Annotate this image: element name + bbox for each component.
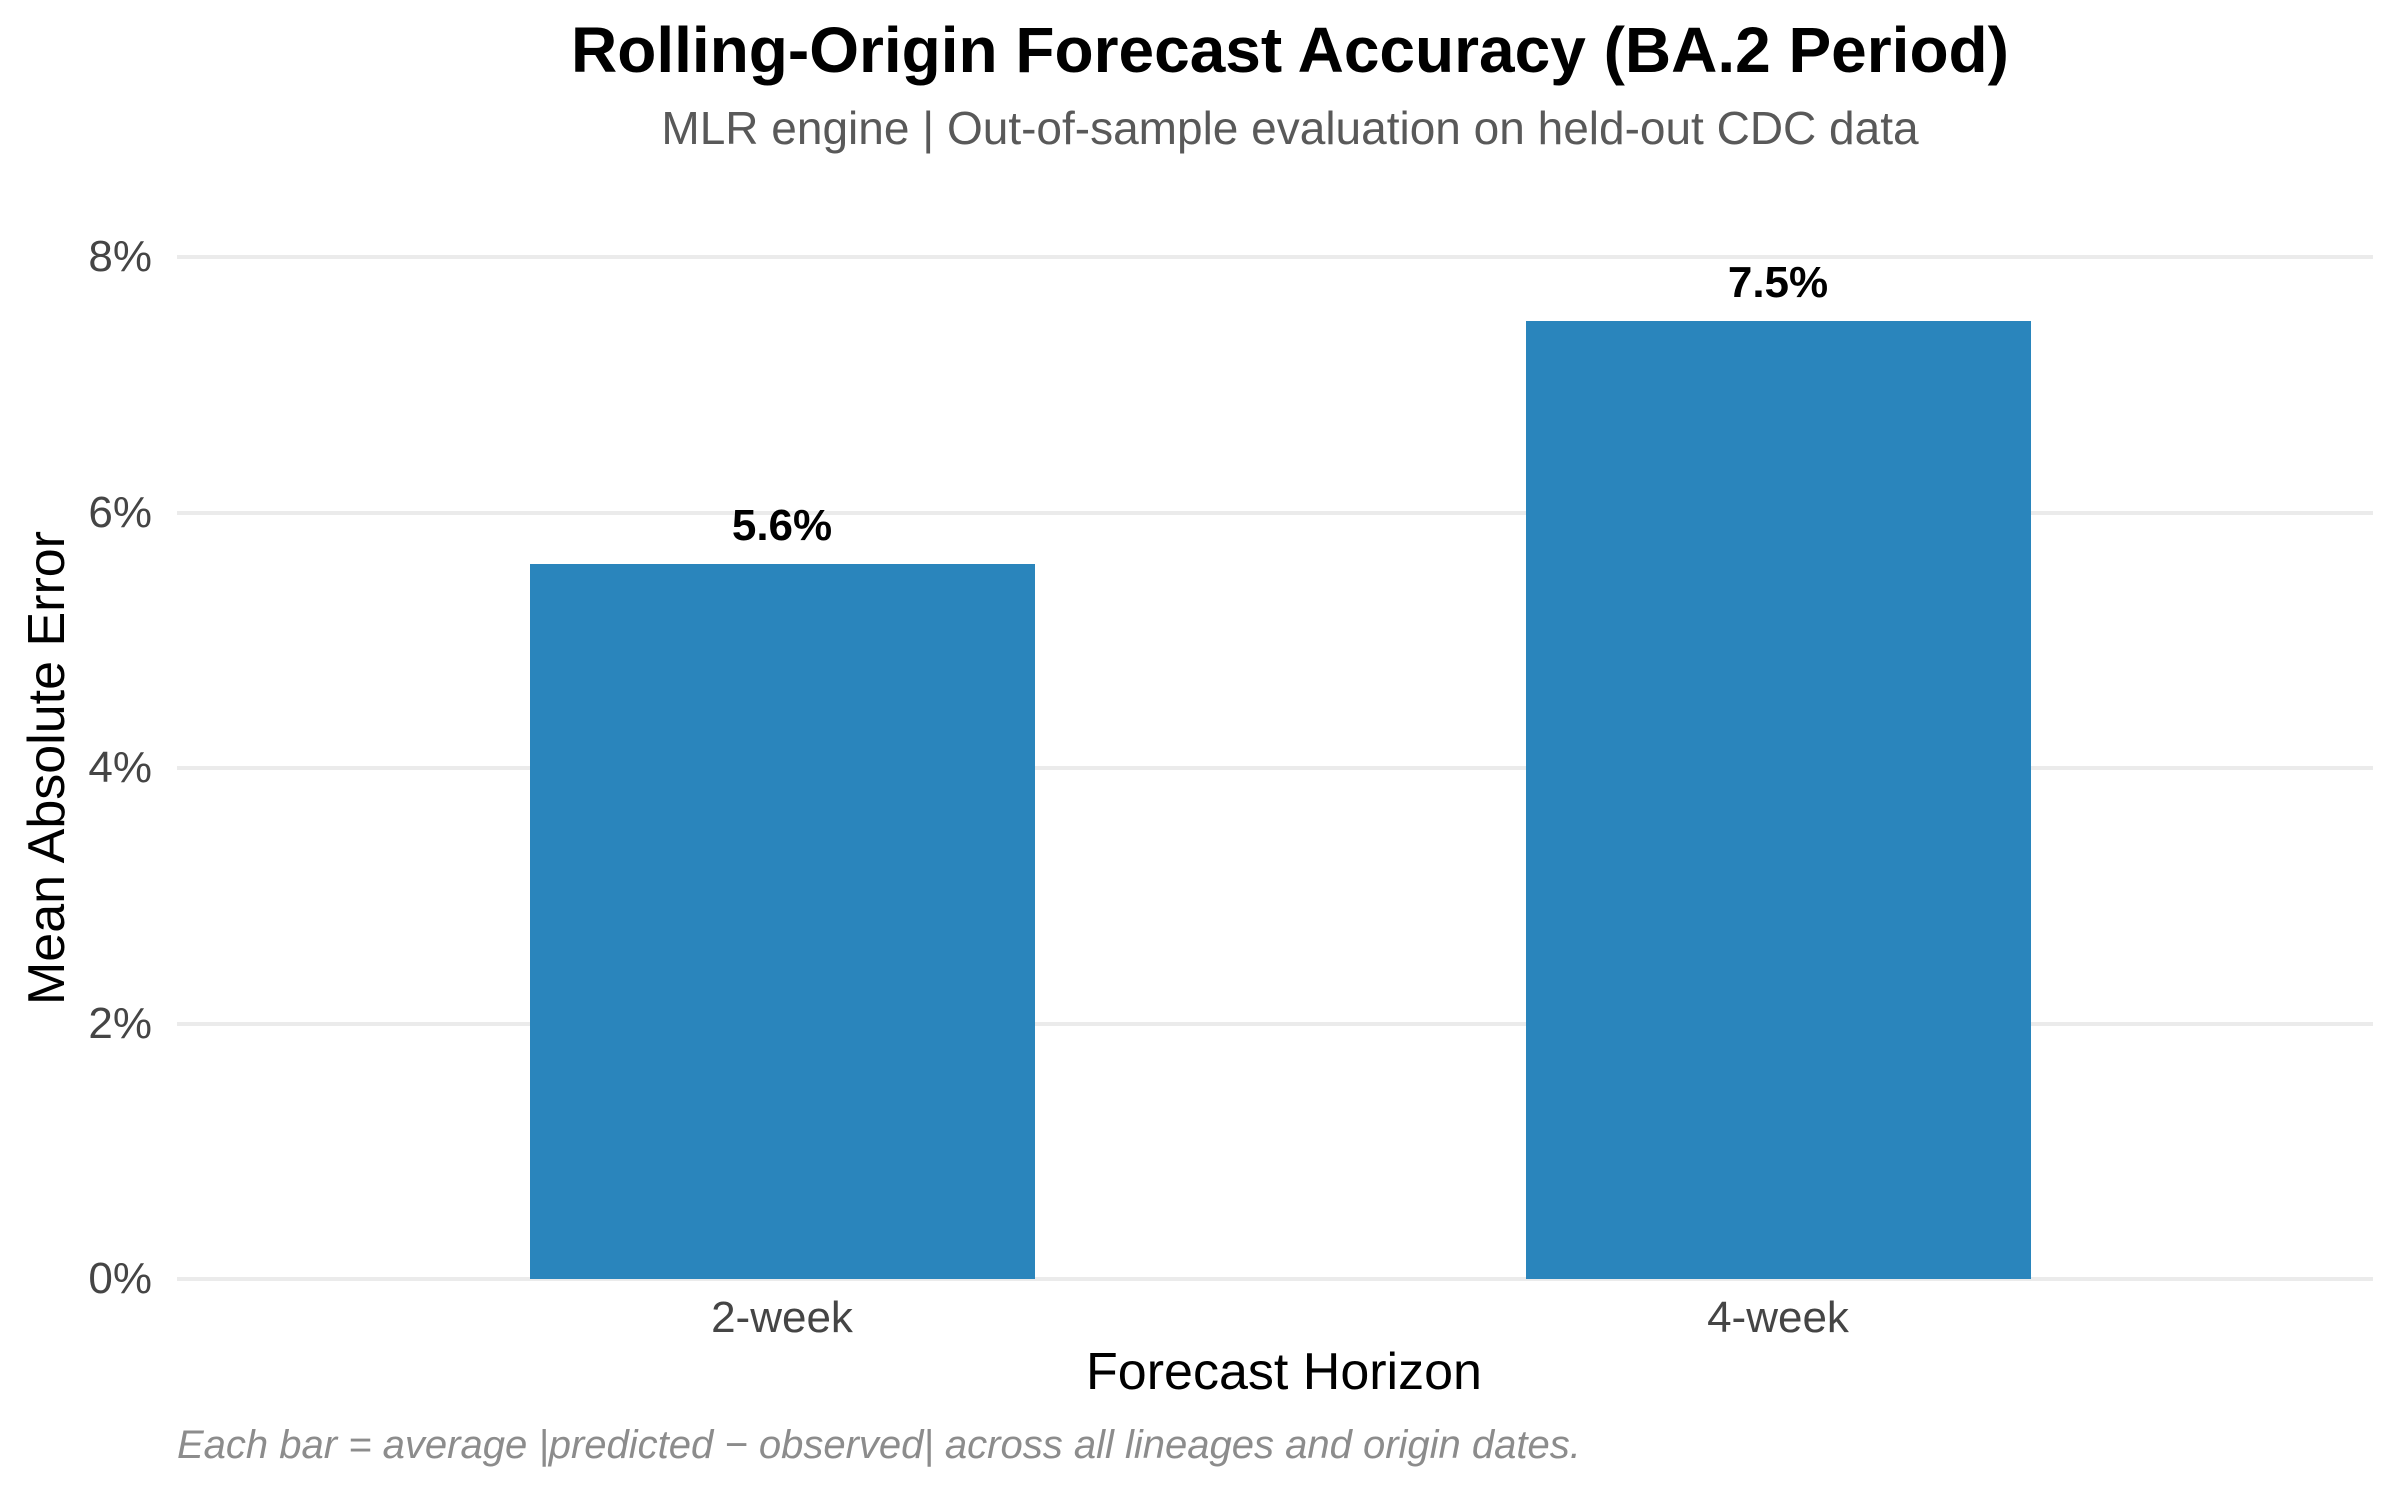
chart-subtitle: MLR engine | Out-of-sample evaluation on…	[661, 102, 1919, 154]
x-tick-label: 4-week	[1707, 1293, 1849, 1342]
bar-2-week	[529, 563, 1035, 1279]
y-tick-label: 0%	[88, 1254, 152, 1303]
y-tick-label: 8%	[88, 232, 152, 281]
y-tick-label: 2%	[88, 998, 152, 1048]
gridline	[177, 1277, 2373, 1281]
x-tick-label: 2-week	[711, 1293, 853, 1342]
chart-title: Rolling-Origin Forecast Accuracy (BA.2 P…	[571, 14, 2009, 86]
bar-4-week	[1525, 320, 2031, 1279]
bar-value-label: 5.6%	[731, 500, 833, 550]
chart-caption: Each bar = average |predicted − observed…	[177, 1423, 1581, 1467]
y-tick-label: 6%	[88, 487, 152, 537]
gridline	[177, 510, 2373, 515]
y-axis-label: Mean Absolute Error	[18, 530, 76, 1006]
gridline	[177, 255, 2373, 259]
y-tick-label: 4%	[88, 743, 152, 792]
gridline	[177, 766, 2373, 770]
x-axis-label: Forecast Horizon	[1086, 1343, 1482, 1401]
bar-value-label: 7.5%	[1727, 257, 1829, 307]
gridline	[177, 1021, 2373, 1026]
